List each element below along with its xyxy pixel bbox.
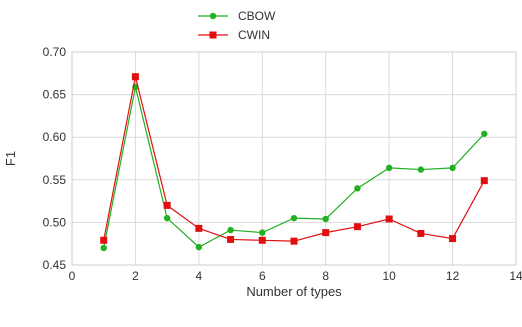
grid (71, 51, 517, 266)
y-tick-label: 0.50 (43, 215, 67, 229)
y-tick-label: 0.70 (43, 45, 67, 59)
series-layer (100, 73, 488, 252)
data-point-cwin (227, 235, 235, 243)
plot-frame (71, 51, 517, 266)
y-tick-label: 0.60 (43, 130, 67, 144)
data-point-cwin (100, 236, 108, 244)
legend: CBOW CWIN (198, 9, 276, 42)
data-point-cbow (227, 226, 234, 234)
legend-label-cwin: CWIN (238, 28, 270, 42)
data-point-cwin (449, 235, 457, 243)
data-point-cwin (131, 73, 139, 81)
x-tick-label: 8 (322, 269, 329, 283)
data-point-cbow (259, 229, 266, 236)
legend-label-cbow: CBOW (238, 9, 276, 23)
x-tick-label: 6 (259, 269, 266, 283)
x-tick-label: 2 (132, 269, 139, 283)
y-tick-label: 0.65 (43, 88, 67, 102)
data-point-cwin (290, 237, 298, 245)
series-cwin (100, 73, 488, 245)
y-tick-label: 0.45 (43, 258, 67, 272)
legend-item-cwin: CWIN (198, 28, 270, 42)
tick-labels: 0 2 4 6 8 10 12 14 0.45 0.50 0.55 0.60 0.65 0.70 (43, 45, 522, 283)
data-point-cwin (385, 215, 393, 223)
x-tick-label: 0 (69, 269, 76, 283)
x-tick-label: 12 (446, 269, 460, 283)
series-line-cbow (103, 86, 485, 249)
data-point-cbow (481, 130, 488, 137)
legend-item-cbow: CBOW (198, 9, 276, 23)
legend-marker-cwin (209, 31, 217, 39)
x-tick-label: 14 (509, 269, 522, 283)
data-point-cbow (290, 214, 298, 222)
x-axis-label: Number of types (246, 284, 342, 299)
data-point-cwin (480, 177, 488, 185)
data-point-cbow (100, 244, 107, 252)
data-point-cwin (258, 236, 266, 244)
data-point-cbow (417, 166, 425, 173)
data-point-cwin (353, 223, 361, 231)
y-tick-label: 0.55 (43, 173, 67, 187)
y-axis-label: F1 (3, 151, 18, 166)
data-point-cbow (163, 214, 171, 222)
legend-marker-cbow (209, 12, 217, 20)
data-point-cbow (322, 215, 329, 223)
data-point-cbow (449, 164, 456, 172)
data-point-cwin (322, 229, 330, 237)
data-point-cwin (195, 224, 203, 232)
data-point-cwin (163, 201, 171, 209)
data-point-cbow (354, 185, 361, 192)
data-point-cwin (417, 229, 425, 237)
data-point-cbow (385, 164, 393, 172)
series-cbow (100, 83, 488, 252)
x-tick-label: 10 (382, 269, 396, 283)
data-point-cbow (195, 243, 203, 251)
x-tick-label: 4 (196, 269, 203, 283)
